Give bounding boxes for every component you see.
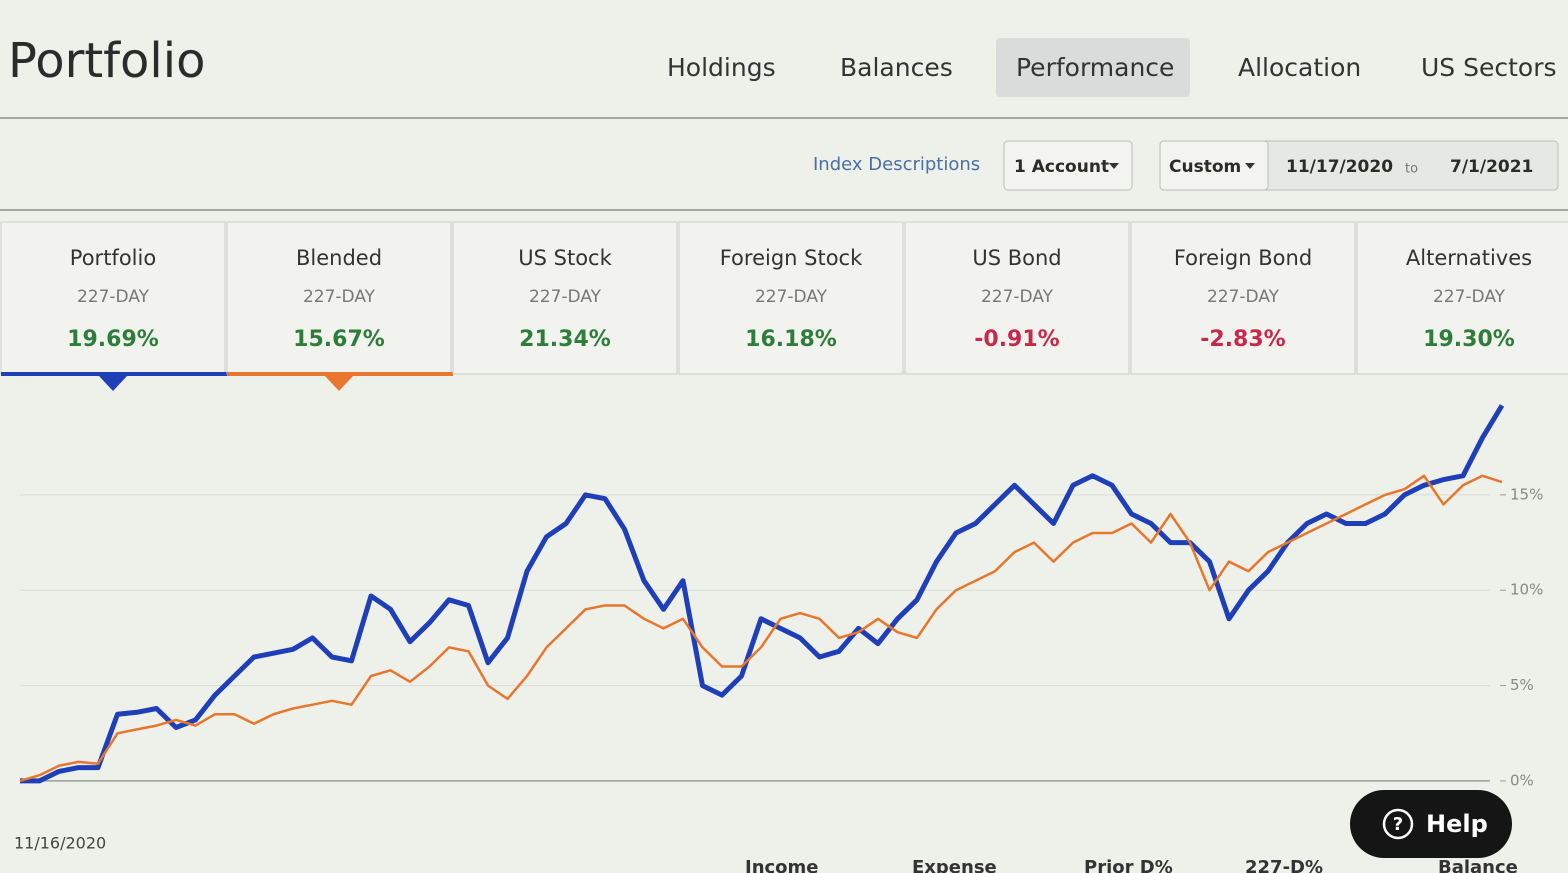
card-return: -0.91% xyxy=(974,327,1059,352)
card-period: 227-DAY xyxy=(1207,287,1280,307)
y-tick-label: 10% xyxy=(1510,581,1543,599)
start-date[interactable]: 11/17/2020 xyxy=(1286,157,1393,177)
card-name: Portfolio xyxy=(70,246,156,270)
column-header[interactable]: Prior D% xyxy=(1084,857,1173,873)
card-period: 227-DAY xyxy=(303,287,376,307)
card-name: Blended xyxy=(296,246,382,270)
column-header[interactable]: Income xyxy=(745,857,819,873)
summary-card[interactable] xyxy=(0,221,226,375)
card-period: 227-DAY xyxy=(981,287,1054,307)
card-name: US Stock xyxy=(518,246,612,270)
card-period: 227-DAY xyxy=(1433,287,1506,307)
summary-card[interactable] xyxy=(678,221,904,375)
y-tick-label: 15% xyxy=(1510,485,1543,503)
column-header[interactable]: 227-D% xyxy=(1245,857,1323,873)
caret xyxy=(1109,163,1119,169)
range-dropdown[interactable] xyxy=(1159,140,1269,191)
summary-card[interactable] xyxy=(1130,221,1356,375)
selected-pointer xyxy=(99,376,127,391)
card-return: 15.67% xyxy=(293,327,385,352)
help-icon xyxy=(1382,808,1414,840)
index-link[interactable]: Index Descriptions xyxy=(813,154,980,175)
nav-tab[interactable]: Balances xyxy=(840,53,953,82)
summary-card[interactable] xyxy=(226,221,452,375)
nav-tab[interactable]: US Sectors xyxy=(1421,53,1557,82)
card-return: 21.34% xyxy=(519,327,611,352)
help-button[interactable] xyxy=(1350,790,1512,858)
column-header[interactable]: Expense xyxy=(912,857,997,873)
end-date[interactable]: 7/1/2021 xyxy=(1450,157,1533,177)
help-icon-glyph: ? xyxy=(1393,814,1403,835)
nav-tab[interactable]: Allocation xyxy=(1238,53,1361,82)
active-tab-bg xyxy=(996,38,1190,97)
card-period: 227-DAY xyxy=(529,287,602,307)
account-label: 1 Account xyxy=(1014,157,1109,177)
date-separator: to xyxy=(1405,162,1418,177)
x-tick-label: 11/16/2020 xyxy=(14,834,106,853)
card-name: Foreign Bond xyxy=(1174,246,1312,270)
account-dropdown[interactable] xyxy=(1003,140,1133,191)
card-period: 227-DAY xyxy=(755,287,828,307)
card-return: 19.30% xyxy=(1423,327,1515,352)
series-line xyxy=(19,474,1503,783)
card-name: US Bond xyxy=(972,246,1061,270)
nav-tab[interactable]: Holdings xyxy=(667,53,776,82)
column-header[interactable]: Balance xyxy=(1438,857,1518,873)
range-label: Custom xyxy=(1169,157,1241,177)
card-return: -2.83% xyxy=(1200,327,1285,352)
help-label: Help xyxy=(1426,810,1488,838)
selected-underline xyxy=(1,372,227,376)
card-period: 227-DAY xyxy=(77,287,150,307)
card-name: Alternatives xyxy=(1406,246,1532,270)
y-tick-label: 5% xyxy=(1510,676,1534,694)
summary-card[interactable] xyxy=(452,221,678,375)
summary-card[interactable] xyxy=(1356,221,1568,375)
card-return: 19.69% xyxy=(67,327,159,352)
page-title: Portfolio xyxy=(8,33,205,89)
card-return: 16.18% xyxy=(745,327,837,352)
series-line xyxy=(20,404,1505,784)
card-name: Foreign Stock xyxy=(720,246,863,270)
y-tick-label: 0% xyxy=(1510,771,1534,789)
caret xyxy=(1245,163,1255,169)
summary-card[interactable] xyxy=(904,221,1130,375)
selected-underline xyxy=(227,372,453,376)
nav-tab[interactable]: Performance xyxy=(1016,53,1174,82)
selected-pointer xyxy=(325,376,353,391)
